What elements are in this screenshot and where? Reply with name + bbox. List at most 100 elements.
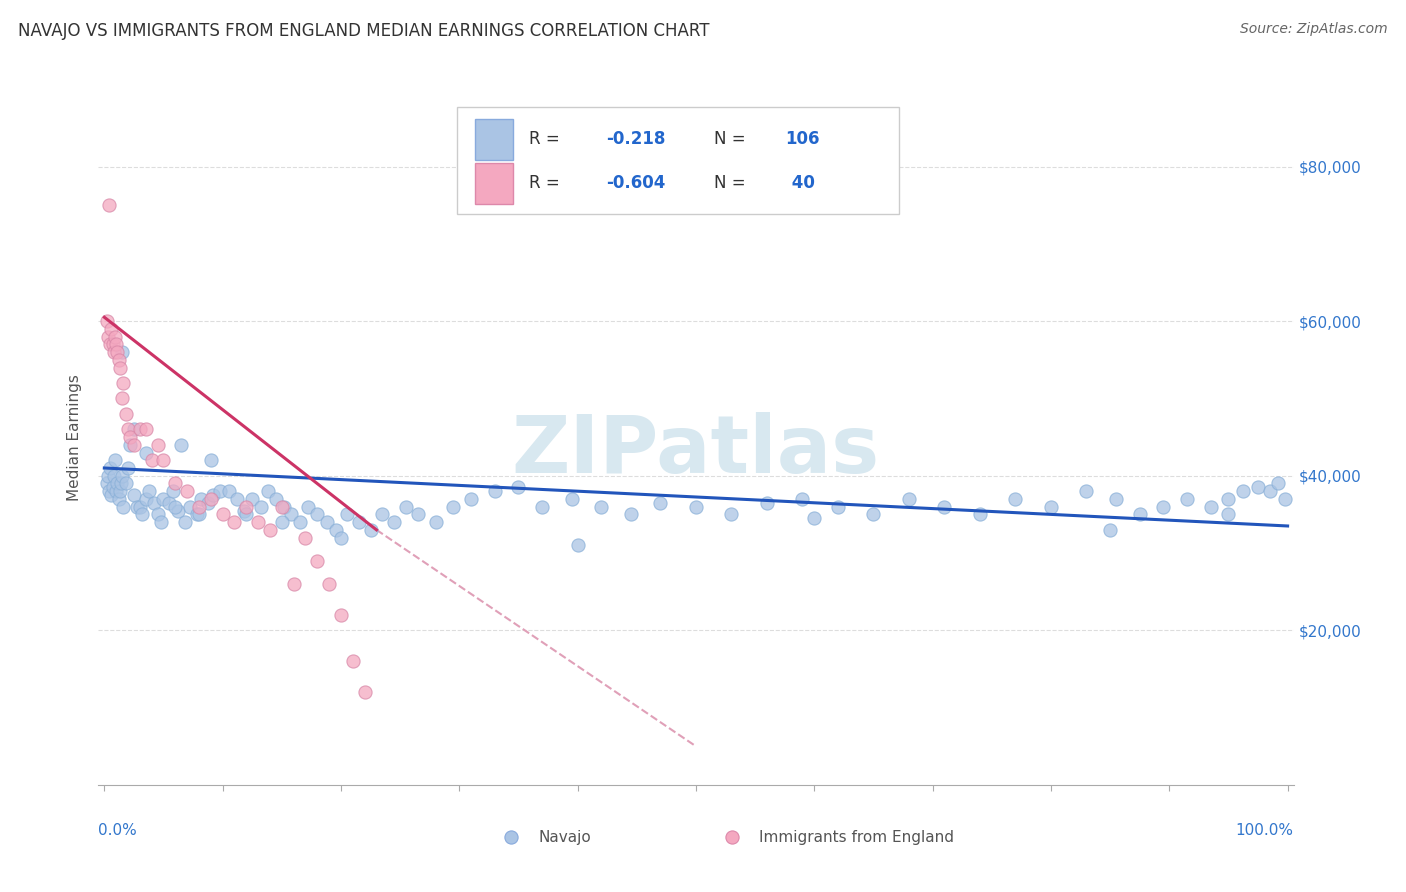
Point [120, 430, 142, 444]
Point [107, 491, 129, 506]
Point [330, 531, 353, 545]
Point [1274, 491, 1296, 506]
Point [122, 438, 145, 452]
Point [117, 461, 139, 475]
Point [353, 685, 375, 699]
Text: N =: N = [714, 130, 751, 148]
Point [179, 500, 201, 514]
Point [112, 500, 135, 514]
Point [218, 484, 240, 499]
Text: 106: 106 [786, 130, 820, 148]
Point [122, 422, 145, 436]
Point [307, 554, 329, 568]
Point [1218, 491, 1240, 506]
Text: 0.0%: 0.0% [98, 823, 138, 838]
Point [294, 531, 316, 545]
Point [249, 500, 271, 514]
Point [209, 484, 232, 499]
Point [176, 484, 198, 499]
Point [157, 496, 180, 510]
Point [225, 491, 247, 506]
Point [146, 508, 169, 522]
Point [406, 508, 429, 522]
Point [264, 491, 287, 506]
FancyBboxPatch shape [475, 120, 513, 161]
Point [561, 491, 583, 506]
Point [96, 314, 118, 328]
Point [120, 438, 142, 452]
Point [135, 422, 157, 436]
Point [283, 577, 305, 591]
Point [211, 508, 233, 522]
Point [1199, 500, 1222, 514]
Point [336, 508, 359, 522]
Point [105, 337, 128, 351]
Point [128, 500, 150, 514]
Point [200, 491, 222, 506]
Text: ZIPatlas: ZIPatlas [512, 412, 880, 490]
Point [188, 508, 211, 522]
Point [1267, 476, 1289, 491]
Point [98, 337, 121, 351]
Point [100, 488, 122, 502]
Point [235, 508, 257, 522]
Point [103, 468, 125, 483]
Point [1232, 484, 1254, 499]
FancyBboxPatch shape [457, 106, 900, 214]
Point [112, 376, 135, 390]
Point [103, 345, 125, 359]
Point [382, 515, 405, 529]
Point [111, 468, 134, 483]
Point [150, 515, 173, 529]
Point [107, 352, 129, 367]
Point [127, 500, 149, 514]
Point [186, 508, 208, 522]
Point [862, 508, 884, 522]
Point [111, 345, 134, 359]
Point [104, 453, 127, 467]
Point [233, 503, 256, 517]
Text: 40: 40 [786, 174, 814, 192]
FancyBboxPatch shape [475, 163, 513, 204]
Point [131, 508, 153, 522]
Point [110, 476, 132, 491]
Point [122, 488, 145, 502]
Point [969, 508, 991, 522]
Point [270, 515, 292, 529]
Text: NAVAJO VS IMMIGRANTS FROM ENGLAND MEDIAN EARNINGS CORRELATION CHART: NAVAJO VS IMMIGRANTS FROM ENGLAND MEDIAN… [18, 22, 710, 40]
Point [256, 484, 278, 499]
Point [162, 484, 184, 499]
Point [650, 496, 672, 510]
Point [347, 515, 370, 529]
Text: 100.0%: 100.0% [1236, 823, 1294, 838]
Point [165, 476, 187, 491]
Text: Immigrants from England: Immigrants from England [759, 830, 955, 845]
Y-axis label: Median Earnings: Median Earnings [67, 374, 83, 500]
Text: R =: R = [529, 174, 565, 192]
Point [143, 496, 166, 510]
Point [141, 453, 163, 467]
Point [1218, 508, 1240, 522]
Point [720, 508, 742, 522]
Point [792, 491, 814, 506]
Point [1105, 491, 1128, 506]
Point [1247, 480, 1270, 494]
Point [270, 500, 292, 514]
Point [97, 329, 120, 343]
Point [135, 445, 157, 459]
Point [273, 500, 295, 514]
Point [128, 422, 150, 436]
Point [104, 329, 127, 343]
Point [297, 500, 319, 514]
Point [342, 654, 364, 668]
Point [138, 484, 160, 499]
Point [111, 392, 134, 406]
Point [1039, 500, 1062, 514]
Point [1004, 491, 1026, 506]
Point [240, 491, 263, 506]
Text: Navajo: Navajo [538, 830, 591, 845]
Point [620, 508, 643, 522]
Point [1152, 500, 1174, 514]
Point [235, 500, 257, 514]
Point [508, 480, 530, 494]
